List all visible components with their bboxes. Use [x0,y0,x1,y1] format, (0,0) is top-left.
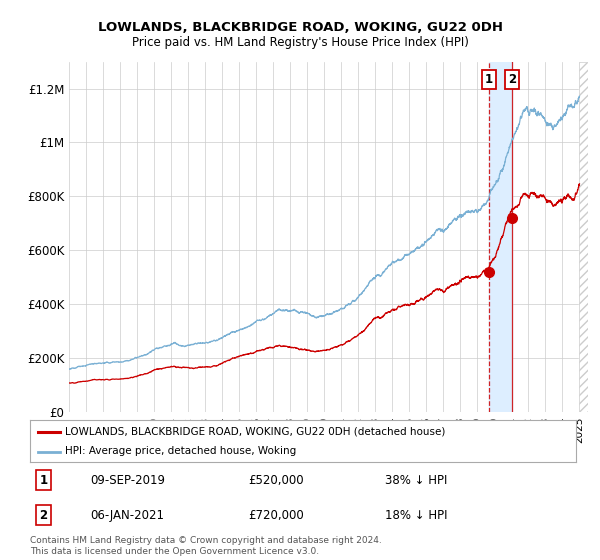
Text: 18% ↓ HPI: 18% ↓ HPI [385,508,448,521]
Text: 06-JAN-2021: 06-JAN-2021 [90,508,164,521]
Bar [580,62,596,412]
Bar [580,62,596,412]
Text: 1: 1 [40,474,48,487]
Bar [489,62,512,412]
Text: 09-SEP-2019: 09-SEP-2019 [90,474,165,487]
Text: Contains HM Land Registry data © Crown copyright and database right 2024.
This d: Contains HM Land Registry data © Crown c… [30,536,382,556]
Text: 2: 2 [508,73,516,86]
Text: HPI: Average price, detached house, Woking: HPI: Average price, detached house, Woki… [65,446,297,456]
Text: £720,000: £720,000 [248,508,304,521]
Text: Price paid vs. HM Land Registry's House Price Index (HPI): Price paid vs. HM Land Registry's House … [131,36,469,49]
Text: £520,000: £520,000 [248,474,304,487]
Text: 2: 2 [40,508,48,521]
Text: 1: 1 [485,73,493,86]
Text: LOWLANDS, BLACKBRIDGE ROAD, WOKING, GU22 0DH: LOWLANDS, BLACKBRIDGE ROAD, WOKING, GU22… [97,21,503,34]
Text: LOWLANDS, BLACKBRIDGE ROAD, WOKING, GU22 0DH (detached house): LOWLANDS, BLACKBRIDGE ROAD, WOKING, GU22… [65,427,446,437]
Text: 38% ↓ HPI: 38% ↓ HPI [385,474,447,487]
